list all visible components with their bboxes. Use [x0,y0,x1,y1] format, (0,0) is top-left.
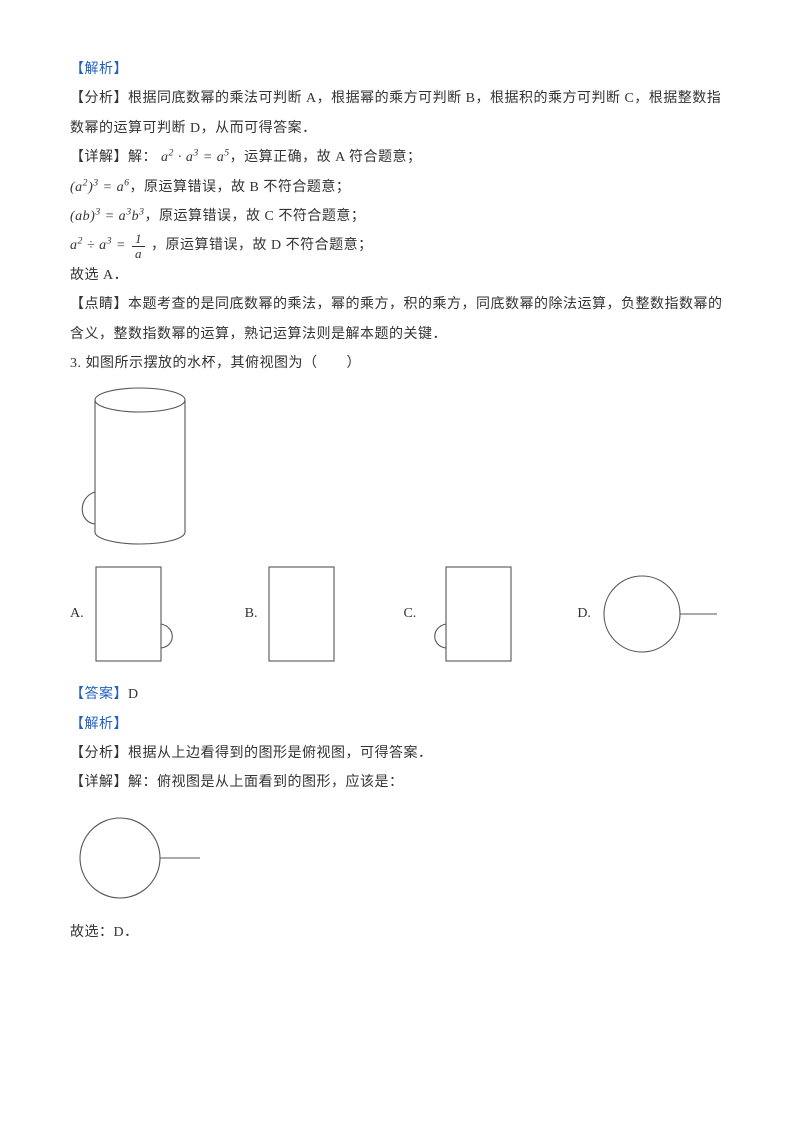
option-b: B. [245,564,344,664]
eq-a-tail: ，运算正确，故 A 符合题意； [230,150,422,165]
daan-label: 【答案】 [70,687,128,702]
guxuan-a: 故选 A． [70,261,724,290]
eq-c-tail: ，原运算错误，故 C 不符合题意； [145,209,366,224]
xiangjie-prefix: 【详解】解： [70,150,157,165]
eq-d-frac: 1 a [132,232,145,260]
eq-b-math: (a2)3 = a6 [70,180,130,195]
eq-d-tail: ，原运算错误，故 D 不符合题意； [151,238,373,253]
fenxi-1: 【分析】根据同底数幂的乘法可判断 A，根据幂的乘方可判断 B，根据积的乘方可判断… [70,84,724,143]
xiangjie-eq-a: 【详解】解： a2 · a3 = a5，运算正确，故 A 符合题意； [70,143,724,172]
guxuan-d: 故选：D． [70,918,724,947]
xiangjie-eq-c: (ab)3 = a3b3，原运算错误，故 C 不符合题意； [70,202,724,231]
option-a: A. [70,564,185,664]
eq-c-math: (ab)3 = a3b3 [70,209,145,224]
option-d: D. [577,569,722,659]
cup-figure [70,382,210,552]
answer-figure [70,808,210,908]
xiangjie-2: 【详解】解：俯视图是从上面看到的图形，应该是： [70,768,724,797]
frac-den: a [132,247,145,261]
eq-a-math: a2 · a3 = a5 [161,150,230,165]
eq-b-tail: ，原运算错误，故 B 不符合题意； [130,180,351,195]
option-c-label: C. [403,606,416,622]
xiangjie-eq-b: (a2)3 = a6，原运算错误，故 B 不符合题意； [70,173,724,202]
option-b-label: B. [245,606,258,622]
option-a-figure [90,564,185,664]
question-3: 3. 如图所示摆放的水杯，其俯视图为（ ） [70,349,724,378]
section-jiexi-1: 【解析】 [70,55,724,84]
option-d-label: D. [577,606,591,622]
daan: 【答案】D [70,680,724,709]
option-c: C. [403,564,517,664]
option-d-figure [597,569,722,659]
dianjing-1: 【点睛】本题考查的是同底数幂的乘法，幂的乘方，积的乘方，同底数幂的除法运算，负整… [70,290,724,349]
option-c-figure [422,564,517,664]
option-a-label: A. [70,606,84,622]
frac-num: 1 [132,232,145,247]
options-row: A. B. C. [70,564,724,664]
daan-value: D [128,687,139,702]
eq-d-math: a2 ÷ a3 = [70,238,130,253]
xiangjie-eq-d: a2 ÷ a3 = 1 a ，原运算错误，故 D 不符合题意； [70,231,724,260]
section-jiexi-2: 【解析】 [70,710,724,739]
fenxi-2: 【分析】根据从上边看得到的图形是俯视图，可得答案． [70,739,724,768]
option-b-figure [263,564,343,664]
